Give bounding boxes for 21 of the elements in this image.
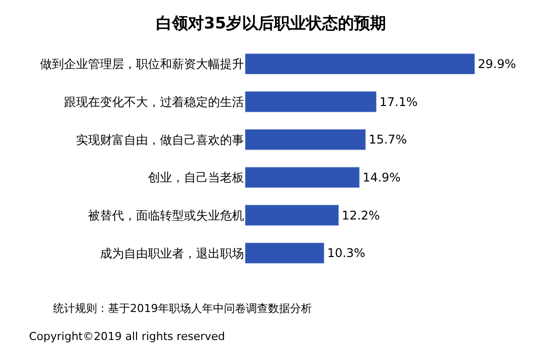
data-label: 10.3% xyxy=(327,246,366,260)
data-label: 15.7% xyxy=(368,132,407,147)
y-tick-label: 成为自由职业者，退出职场 xyxy=(100,246,244,260)
data-label: 17.1% xyxy=(379,94,418,109)
bar xyxy=(245,91,377,112)
bar xyxy=(245,204,340,226)
text: 统计规则：基于2019年职场人年中问卷调查数据分析 xyxy=(53,302,312,315)
bar xyxy=(245,53,476,75)
y-tick-label: 被替代，面临转型或失业危机 xyxy=(88,208,244,222)
data-label: 29.9% xyxy=(478,56,516,71)
bar xyxy=(245,128,366,150)
y-tick-label: 做到企业管理层，职位和薪资大幅提升 xyxy=(40,57,244,72)
y-tick-label: 跟现在变化不大，过着稳定的生活 xyxy=(64,94,244,109)
text: Copyright©2019 all rights reserved xyxy=(29,330,225,343)
data-label: 12.2% xyxy=(342,208,380,222)
bar xyxy=(245,166,360,188)
y-tick-label: 实现财富自由，做自己喜欢的事 xyxy=(76,132,244,147)
chart-title: 白领对35岁以后职业状态的预期 xyxy=(156,14,386,33)
data-label: 14.9% xyxy=(362,170,401,184)
y-tick-label: 创业，自己当老板 xyxy=(148,170,244,185)
bar xyxy=(245,242,324,264)
